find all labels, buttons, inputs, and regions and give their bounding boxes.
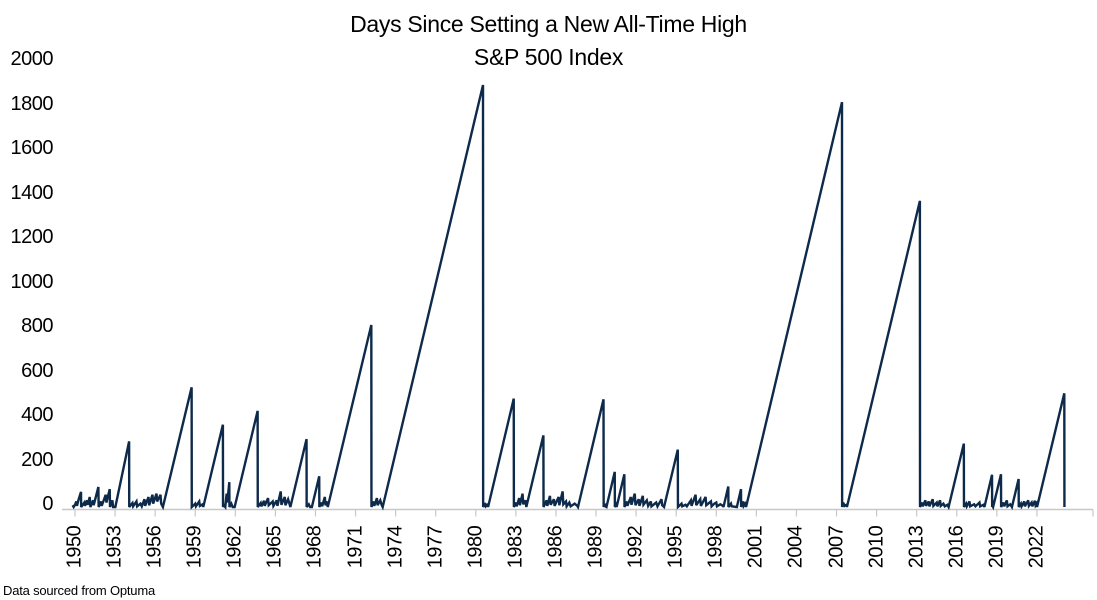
chart-subtitle: S&P 500 Index xyxy=(473,44,624,71)
title-block: Days Since Setting a New All-Time High S… xyxy=(0,8,1097,75)
source-note: Data sourced from Optuma xyxy=(3,583,155,598)
series-line xyxy=(71,84,1066,511)
chart-title: Days Since Setting a New All-Time High xyxy=(350,11,747,37)
